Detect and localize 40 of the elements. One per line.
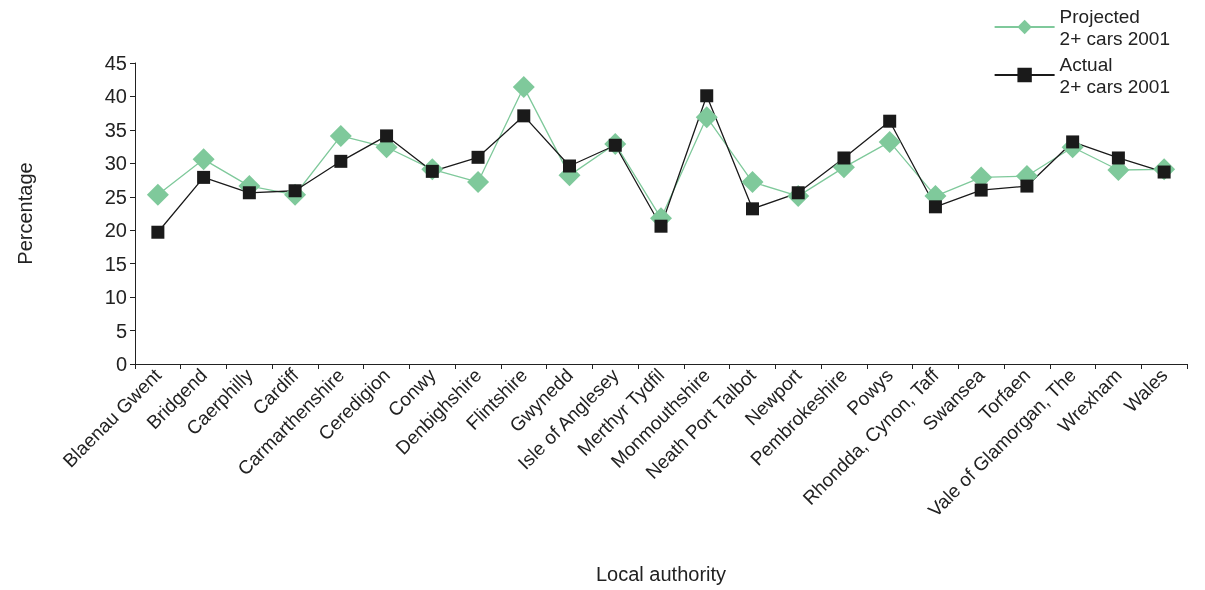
point <box>974 183 988 197</box>
y-axis-title: Percentage <box>14 162 36 265</box>
point <box>654 219 668 233</box>
point <box>563 159 577 173</box>
point <box>837 151 851 165</box>
legend-label: Actual 2+ cars 2001 <box>1059 53 1171 97</box>
point <box>471 150 485 164</box>
point <box>197 170 211 184</box>
point <box>512 76 535 99</box>
point <box>242 186 256 200</box>
point <box>334 154 348 168</box>
point <box>883 114 897 128</box>
point <box>878 130 901 153</box>
point <box>467 171 490 194</box>
point <box>192 148 215 171</box>
point <box>517 109 531 123</box>
point <box>1066 135 1080 149</box>
legend-label: Projected 2+ cars 2001 <box>1059 5 1171 49</box>
point <box>329 124 352 147</box>
y-tick-label: 45 <box>104 52 127 74</box>
point <box>146 183 169 206</box>
y-tick-label: 5 <box>115 319 127 342</box>
point <box>695 106 718 129</box>
y-tick-label: 35 <box>104 118 127 141</box>
point <box>745 202 759 216</box>
point <box>1111 151 1125 165</box>
point <box>1020 179 1034 193</box>
point <box>928 200 942 214</box>
y-tick-label: 15 <box>104 252 127 275</box>
y-tick-label: 30 <box>104 152 127 175</box>
x-axis-title: Local authority <box>595 563 727 585</box>
y-tick-label: 10 <box>104 286 127 309</box>
point <box>700 89 714 103</box>
y-tick-label: 40 <box>104 85 127 108</box>
point <box>151 225 165 239</box>
point <box>380 129 394 143</box>
y-tick-label: 0 <box>115 353 127 375</box>
y-tick-label: 20 <box>104 219 127 242</box>
y-tick-label: 25 <box>104 185 127 208</box>
point <box>741 171 764 194</box>
